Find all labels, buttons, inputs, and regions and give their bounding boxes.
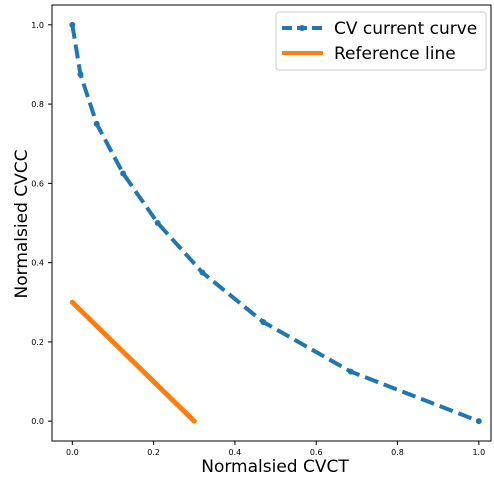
data-point-cv-current-curve (260, 319, 267, 326)
x-axis-label: Normalsied CVCT (201, 457, 349, 477)
data-point-cv-current-curve (93, 120, 100, 127)
data-point-cv-current-curve (69, 21, 76, 28)
legend: CV current curve Reference line (275, 11, 487, 71)
x-tick-label: 1.0 (472, 448, 485, 457)
data-point-cv-current-curve (347, 368, 354, 375)
x-tick-label: 0.0 (66, 448, 79, 457)
data-point-cv-current-curve (199, 269, 206, 276)
series-line-reference-line (70, 300, 197, 423)
y-tick-label: 0.2 (31, 338, 44, 347)
data-point-cv-current-curve (120, 170, 127, 177)
plot-background (52, 5, 491, 441)
y-tick-label: 1.0 (31, 21, 44, 30)
data-point-reference-line (191, 418, 197, 424)
legend-label-reference-line: Reference line (334, 44, 456, 64)
x-tick-label: 0.8 (391, 448, 404, 457)
series-layer (69, 21, 482, 425)
x-tick-label: 0.2 (147, 448, 160, 457)
data-point-cv-current-curve (475, 418, 482, 425)
y-axis-ticks: 0.0 0.2 0.4 0.6 0.8 1.0 (31, 21, 52, 426)
y-tick-label: 0.4 (31, 259, 44, 268)
data-point-cv-current-curve (154, 220, 161, 226)
y-tick-label: 0.8 (31, 100, 44, 109)
series-line-cv-current-curve (70, 24, 480, 424)
x-tick-label: 0.4 (229, 448, 242, 457)
y-tick-label: 0.6 (31, 179, 44, 188)
x-axis-ticks: 0.0 0.2 0.4 0.6 0.8 1.0 (66, 441, 485, 457)
legend-marker-cv-current-curve (299, 25, 305, 31)
y-tick-label: 0.0 (31, 417, 44, 426)
legend-label-cv-current-curve: CV current curve (334, 19, 477, 39)
plot-frame (51, 4, 492, 442)
legend-box (275, 11, 487, 71)
data-point-reference-line (69, 299, 75, 305)
data-point-cv-current-curve (77, 71, 84, 78)
y-axis-label: Normalsied CVCC (12, 150, 32, 299)
x-tick-label: 0.6 (310, 448, 323, 457)
